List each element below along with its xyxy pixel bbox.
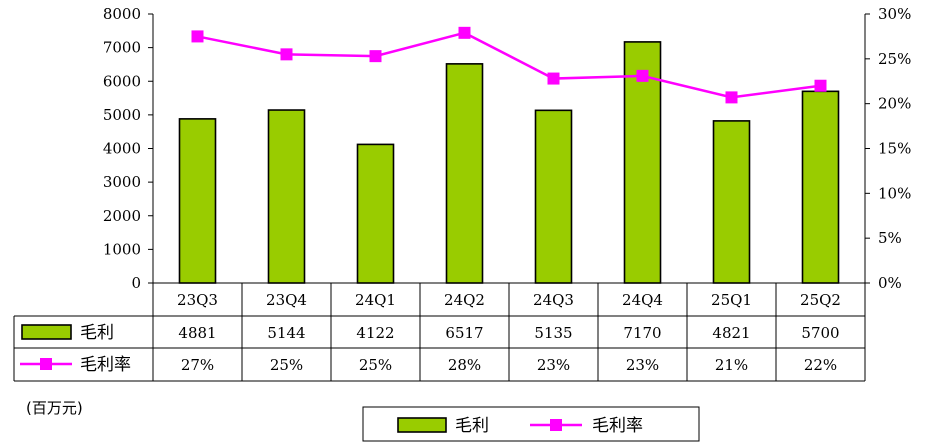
left-tick-label: 3000 xyxy=(103,173,141,191)
right-tick-label: 5% xyxy=(878,229,902,247)
margin-line xyxy=(197,31,821,99)
margin-value: 28% xyxy=(448,356,481,374)
margin-value: 22% xyxy=(804,356,837,374)
gross-profit-value: 6517 xyxy=(445,324,483,342)
left-axis-ticks: 0 1000 2000 3000 4000 5000 6000 7000 8000 xyxy=(103,5,153,292)
left-tick-label: 6000 xyxy=(103,72,141,90)
right-tick-label: 10% xyxy=(878,184,911,202)
marker-25Q1 xyxy=(725,91,738,104)
left-tick-label: 8000 xyxy=(103,5,141,23)
margin-value: 27% xyxy=(181,356,214,374)
gross-profit-value: 4122 xyxy=(356,324,394,342)
marker-24Q1 xyxy=(369,50,382,63)
margin-value: 21% xyxy=(715,356,748,374)
marker-24Q2 xyxy=(458,26,471,39)
row-key-label: 毛利 xyxy=(80,323,114,343)
bar-23Q4 xyxy=(267,109,306,284)
legend: 毛利 毛利率 xyxy=(362,406,700,442)
marker-24Q4 xyxy=(636,69,649,82)
row-key-marker-swatch xyxy=(40,358,52,370)
bar-23Q3 xyxy=(178,118,217,284)
right-tick-label: 15% xyxy=(878,140,911,158)
category-label: 23Q4 xyxy=(266,291,307,309)
unit-label: (百万元) xyxy=(26,399,83,417)
marker-25Q2 xyxy=(814,79,827,92)
right-tick-label: 30% xyxy=(878,5,911,23)
margin-value: 25% xyxy=(359,356,392,374)
left-tick-label: 5000 xyxy=(103,106,141,124)
bar-24Q2 xyxy=(445,63,484,284)
bar-25Q1 xyxy=(712,120,751,284)
gross-profit-value: 5135 xyxy=(534,324,572,342)
gross-profit-value: 7170 xyxy=(623,324,661,342)
left-tick-label: 7000 xyxy=(103,39,141,57)
data-table: 23Q3 4881 27% 23Q4 5144 25% 24Q1 4122 25% 24Q2 651… xyxy=(13,283,866,382)
margin-value: 25% xyxy=(270,356,303,374)
margin-value: 23% xyxy=(537,356,570,374)
left-tick-label: 0 xyxy=(131,274,141,292)
gross-profit-value: 4881 xyxy=(178,324,216,342)
left-tick-label: 4000 xyxy=(103,140,141,158)
right-axis-ticks: 0% 5% 10% 15% 20% 25% 30% xyxy=(865,5,911,292)
margin-markers xyxy=(191,26,827,104)
marker-23Q3 xyxy=(191,30,204,43)
gross-profit-value: 5700 xyxy=(801,324,839,342)
bar-24Q3 xyxy=(534,109,573,284)
category-label: 23Q3 xyxy=(177,291,218,309)
category-label: 25Q1 xyxy=(711,291,752,309)
left-tick-label: 2000 xyxy=(103,207,141,225)
gross-profit-value: 4821 xyxy=(712,324,750,342)
marker-23Q4 xyxy=(280,48,293,61)
category-label: 24Q4 xyxy=(622,291,663,309)
legend-bar-swatch xyxy=(397,417,447,433)
margin-value: 23% xyxy=(626,356,659,374)
bar-24Q1 xyxy=(356,143,395,284)
marker-24Q3 xyxy=(547,72,560,85)
category-label: 24Q3 xyxy=(533,291,574,309)
left-tick-label: 1000 xyxy=(103,240,141,258)
legend-bar-label: 毛利 xyxy=(455,416,489,436)
row-key-label: 毛利率 xyxy=(80,355,131,375)
category-label: 24Q2 xyxy=(444,291,485,309)
right-tick-label: 20% xyxy=(878,95,911,113)
legend-line-label: 毛利率 xyxy=(592,416,643,436)
category-label: 25Q2 xyxy=(800,291,841,309)
bar-24Q4 xyxy=(623,41,662,284)
gross-profit-value: 5144 xyxy=(267,324,305,342)
row-key-bar-swatch xyxy=(21,324,72,340)
bar-series xyxy=(178,41,840,284)
legend-marker-swatch xyxy=(550,419,562,431)
category-label: 24Q1 xyxy=(355,291,396,309)
right-tick-label: 0% xyxy=(878,274,902,292)
bar-25Q2 xyxy=(801,90,840,284)
right-tick-label: 25% xyxy=(878,50,911,68)
